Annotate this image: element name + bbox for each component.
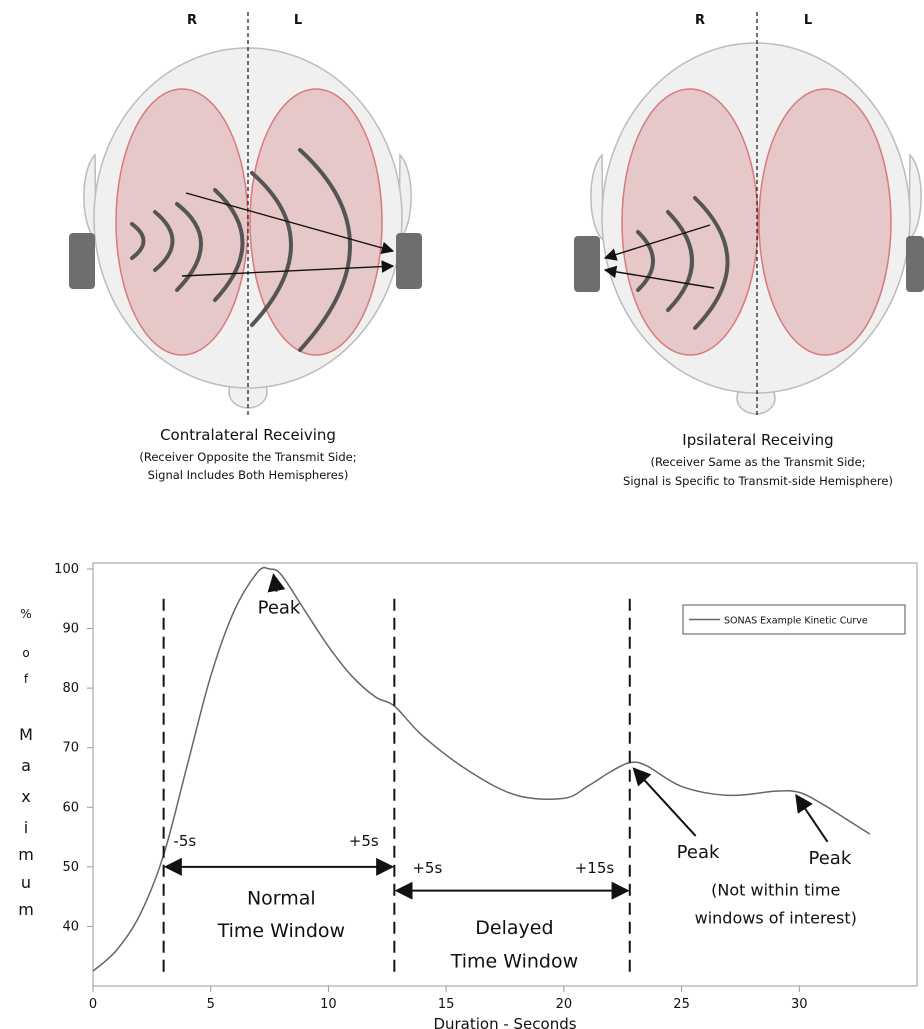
right-hemisphere (621, 88, 759, 356)
chart-annotation-text: (Not within time (711, 880, 840, 899)
y-axis-label-letter: % (20, 607, 31, 621)
x-tick-label: 25 (673, 997, 690, 1012)
side-label-l: L (294, 13, 302, 28)
x-tick-label: 15 (438, 997, 455, 1012)
contralateral-diagram: R L Contralateral Receiving (Receiver Op… (69, 12, 422, 482)
ipsilateral-subtitle-1: (Receiver Same as the Transmit Side; (650, 455, 865, 469)
y-axis-label-letter: m (18, 900, 34, 919)
y-tick-label: 60 (62, 800, 79, 815)
transmitter-device (69, 233, 95, 289)
x-tick-label: 30 (791, 997, 808, 1012)
left-hemisphere (758, 88, 892, 356)
chart-annotation-text: -5s (173, 832, 196, 850)
side-label-r: R (695, 13, 705, 28)
right-ear (908, 153, 922, 242)
chart-annotation-text: Normal (247, 887, 316, 909)
hemisphere-diagrams: R L Contralateral Receiving (Receiver Op… (69, 12, 924, 488)
y-tick-label: 90 (62, 622, 79, 637)
y-tick-label: 70 (62, 741, 79, 756)
y-axis-label-letter: m (18, 845, 34, 864)
idle-device (906, 236, 924, 292)
ipsilateral-subtitle-2: Signal is Specific to Transmit-side Hemi… (623, 474, 893, 488)
chart-annotation-text: windows of interest) (695, 908, 857, 927)
chart-annotation-text: Time Window (450, 951, 578, 973)
signal-waves (636, 196, 730, 330)
plot-frame (92, 562, 918, 987)
peak-arrow (795, 793, 829, 843)
chart-annotation-text: +15s (575, 859, 615, 877)
peak-arrow (267, 573, 286, 593)
contralateral-subtitle-1: (Receiver Opposite the Transmit Side; (139, 450, 356, 464)
chart-annotation-text: Time Window (217, 920, 345, 942)
y-axis-label-letter: u (21, 873, 31, 892)
legend-label: SONAS Example Kinetic Curve (724, 616, 868, 627)
signal-arrow-upper (185, 192, 395, 255)
x-tick-label: 0 (89, 997, 97, 1012)
transceiver-device (574, 236, 600, 292)
y-axis-label-letter: o (22, 646, 29, 660)
y-axis-label-letter: i (24, 818, 28, 837)
x-tick-label: 20 (556, 997, 573, 1012)
y-axis-label-letter: x (21, 787, 30, 806)
right-hemisphere (115, 88, 249, 356)
y-axis-label-letter: a (21, 756, 31, 775)
left-hemisphere (249, 88, 383, 356)
receiver-device (396, 233, 422, 289)
chart-annotation-text: +5s (412, 859, 442, 877)
contralateral-title: Contralateral Receiving (160, 426, 336, 444)
signal-arrow-lower (603, 265, 715, 289)
ipsilateral-title: Ipsilateral Receiving (682, 431, 833, 449)
peak-arrow (632, 767, 697, 837)
chart-annotation-text: +5s (349, 832, 379, 850)
y-tick-label: 80 (62, 681, 79, 696)
signal-waves (130, 148, 352, 352)
side-label-r: R (187, 13, 197, 28)
chart-annotation-text: Delayed (475, 917, 553, 939)
peak-label: Peak (809, 848, 852, 869)
signal-arrow-upper (603, 224, 711, 261)
y-tick-label: 40 (62, 919, 79, 934)
x-tick-label: 5 (207, 997, 215, 1012)
signal-arrow-lower (181, 260, 395, 277)
peak-label: Peak (677, 842, 720, 863)
y-axis-label-letter: M (19, 725, 33, 744)
ipsilateral-diagram: R L Ipsilateral Receiving (Receiver Same… (574, 12, 924, 488)
x-axis-label: Duration - Seconds (433, 1015, 576, 1029)
contralateral-subtitle-2: Signal Includes Both Hemispheres) (148, 468, 349, 482)
kinetic-curve-chart: 0 5 10 15 20 25 30 40 50 60 70 80 90 100 Duration - Se… (18, 562, 918, 1029)
series-line (92, 566, 871, 972)
side-label-l: L (804, 13, 812, 28)
peak-label: Peak (258, 598, 301, 619)
left-ear (590, 153, 604, 242)
y-tick-label: 100 (54, 562, 79, 577)
y-tick-label: 50 (62, 860, 79, 875)
y-axis-label-letter: f (24, 672, 29, 686)
legend: SONAS Example Kinetic Curve (682, 604, 906, 635)
x-tick-label: 10 (320, 997, 337, 1012)
